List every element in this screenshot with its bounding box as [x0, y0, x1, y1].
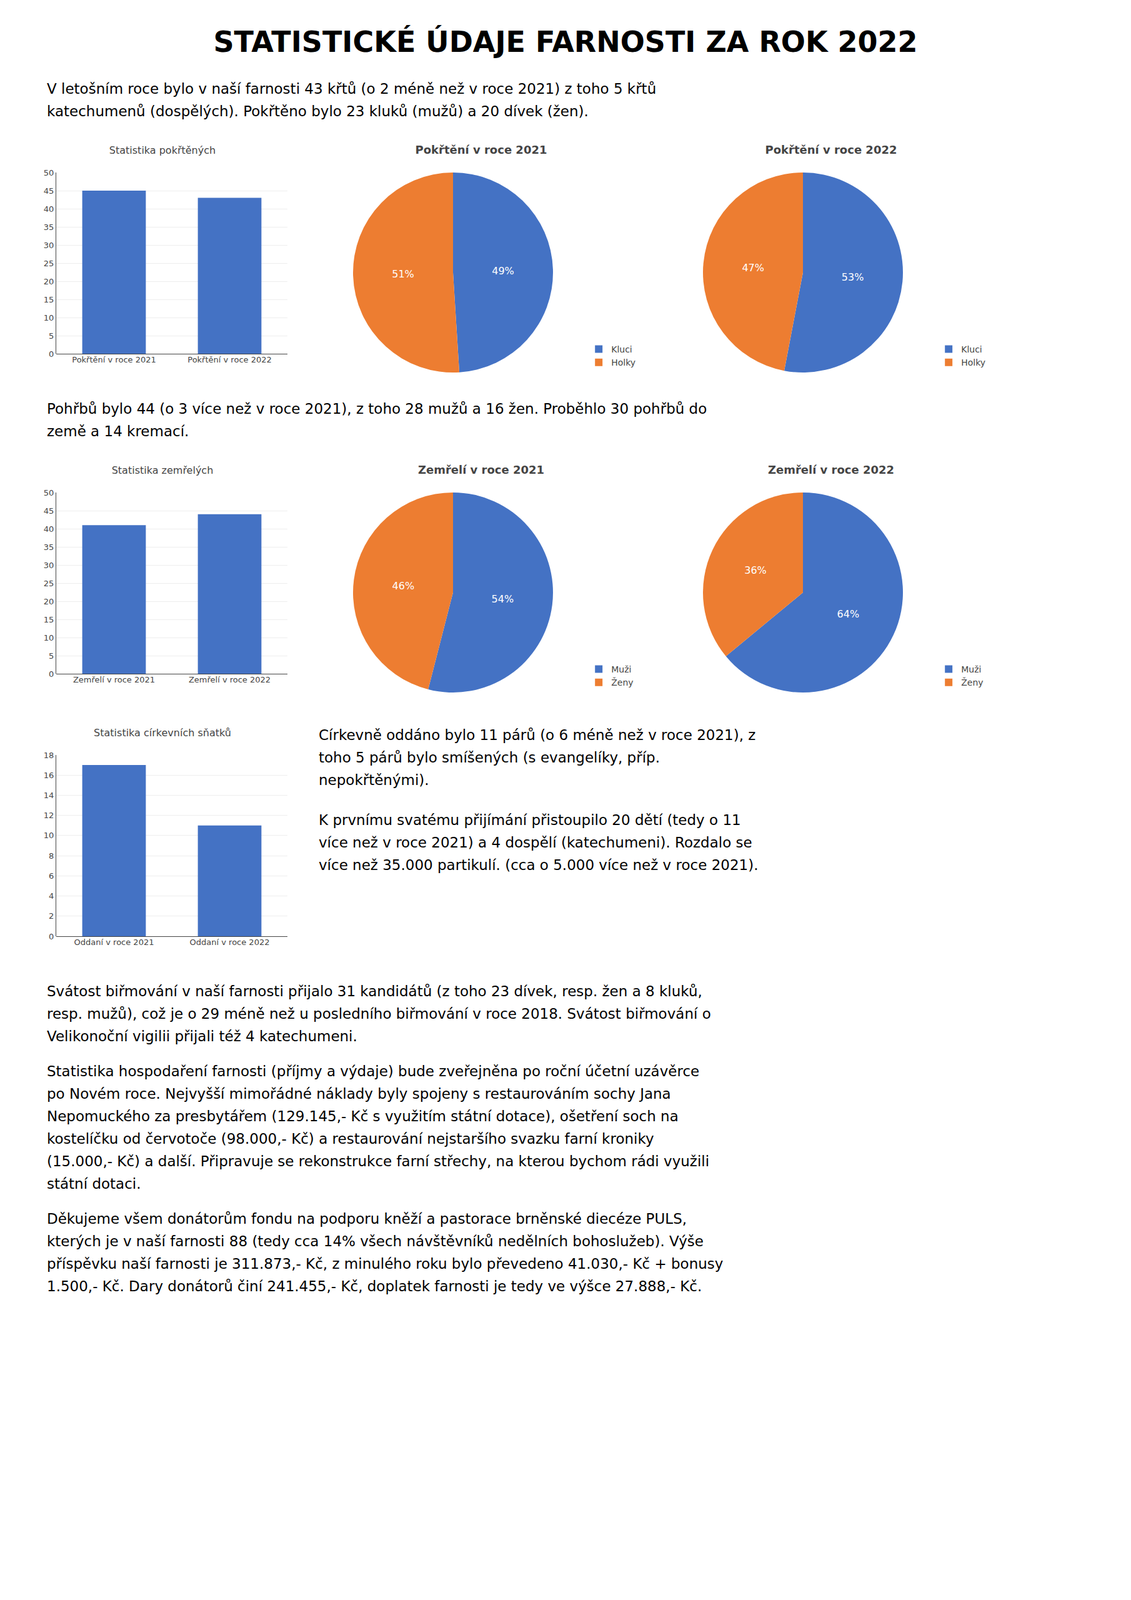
svg-text:40: 40: [43, 204, 55, 214]
svg-text:Oddaní v roce 2022: Oddaní v roce 2022: [189, 937, 270, 947]
html-text:Církevně oddáno bylo 11 párů (: Církevně oddáno bylo 11 párů (o 6 méně n…: [318, 726, 756, 788]
svg-text:Statistika zemřelých: Statistika zemřelých: [111, 464, 214, 477]
svg-text:10: 10: [43, 830, 55, 840]
html-text:V letošním roce bylo v naší fa: V letošním roce bylo v naší farnosti 43 …: [46, 80, 657, 120]
svg-text:50: 50: [43, 168, 55, 178]
svg-text:Pokřtění v roce 2021: Pokřtění v roce 2021: [415, 143, 548, 157]
svg-text:16: 16: [43, 770, 55, 780]
svg-text:51%: 51%: [391, 268, 415, 280]
svg-text:64%: 64%: [837, 607, 860, 620]
html-text:Svátost biřmování v naší farno: Svátost biřmování v naší farnosti přijal…: [46, 982, 711, 1045]
svg-text:10: 10: [43, 632, 55, 643]
svg-text:Pokřtění v roce 2022: Pokřtění v roce 2022: [765, 143, 898, 157]
svg-text:54%: 54%: [491, 592, 515, 605]
svg-text:36%: 36%: [744, 564, 767, 577]
svg-text:2: 2: [48, 911, 54, 921]
svg-text:53%: 53%: [841, 271, 865, 284]
svg-text:Kluci: Kluci: [961, 344, 983, 355]
svg-text:40: 40: [43, 524, 55, 534]
svg-text:4: 4: [48, 891, 54, 901]
svg-text:10: 10: [43, 313, 55, 323]
svg-text:45: 45: [43, 506, 55, 516]
html-text:K prvnímu svatému přijímání př: K prvnímu svatému přijímání přistoupilo …: [318, 811, 759, 873]
svg-text:Ženy: Ženy: [961, 676, 983, 688]
html-text:STATISTICKÉ ÚDAJE FARNOSTI ZA: STATISTICKÉ ÚDAJE FARNOSTI ZA ROK 2022: [213, 24, 918, 59]
svg-text:Kluci: Kluci: [611, 344, 633, 355]
svg-text:15: 15: [43, 614, 55, 625]
svg-text:5: 5: [48, 331, 54, 341]
svg-text:Holky: Holky: [961, 357, 986, 368]
svg-text:30: 30: [43, 560, 55, 570]
svg-text:5: 5: [48, 651, 54, 661]
svg-text:46%: 46%: [392, 579, 415, 592]
svg-text:18: 18: [43, 750, 55, 760]
html-text:Děkujeme všem donátorům fondu: Děkujeme všem donátorům fondu na podporu…: [46, 1210, 724, 1295]
svg-text:Ženy: Ženy: [611, 676, 633, 688]
svg-text:35: 35: [43, 222, 55, 232]
svg-text:45: 45: [43, 186, 55, 196]
svg-text:25: 25: [43, 258, 55, 269]
svg-text:25: 25: [43, 578, 55, 588]
svg-text:0: 0: [48, 349, 54, 359]
svg-text:35: 35: [43, 542, 55, 552]
svg-text:15: 15: [43, 294, 55, 305]
svg-text:0: 0: [48, 669, 54, 679]
svg-text:Pokřtění v roce 2021: Pokřtění v roce 2021: [71, 354, 156, 365]
svg-text:47%: 47%: [741, 261, 765, 274]
svg-text:Muži: Muži: [961, 664, 982, 675]
svg-text:49%: 49%: [491, 264, 515, 277]
svg-text:Muži: Muži: [611, 664, 632, 675]
svg-text:50: 50: [43, 488, 55, 498]
svg-text:Statistika církevních sňatků: Statistika církevních sňatků: [93, 726, 232, 739]
svg-text:Oddaní v roce 2021: Oddaní v roce 2021: [74, 937, 155, 947]
svg-text:14: 14: [43, 790, 55, 800]
svg-text:Holky: Holky: [611, 357, 636, 368]
svg-text:Pokřtění v roce 2022: Pokřtění v roce 2022: [187, 354, 272, 365]
svg-text:Statistika pokřtěných: Statistika pokřtěných: [109, 144, 216, 157]
svg-text:30: 30: [43, 240, 55, 250]
svg-text:0: 0: [48, 931, 54, 942]
svg-text:12: 12: [43, 810, 55, 820]
svg-text:6: 6: [48, 871, 54, 881]
html-text:Pohřbů bylo 44 (o 3 více než v: Pohřbů bylo 44 (o 3 více než v roce 2021…: [46, 400, 707, 440]
svg-text:20: 20: [43, 276, 55, 287]
svg-text:Zemřelí v roce 2022: Zemřelí v roce 2022: [767, 463, 895, 477]
svg-text:Zemřelí v roce 2021: Zemřelí v roce 2021: [418, 463, 545, 477]
svg-text:20: 20: [43, 596, 55, 607]
svg-text:8: 8: [48, 851, 54, 861]
svg-text:Zemřelí v roce 2022: Zemřelí v roce 2022: [188, 674, 271, 685]
html-text:Statistika hospodaření farnost: Statistika hospodaření farnosti (příjmy …: [46, 1062, 710, 1192]
svg-text:Zemřelí v roce 2021: Zemřelí v roce 2021: [73, 674, 155, 685]
